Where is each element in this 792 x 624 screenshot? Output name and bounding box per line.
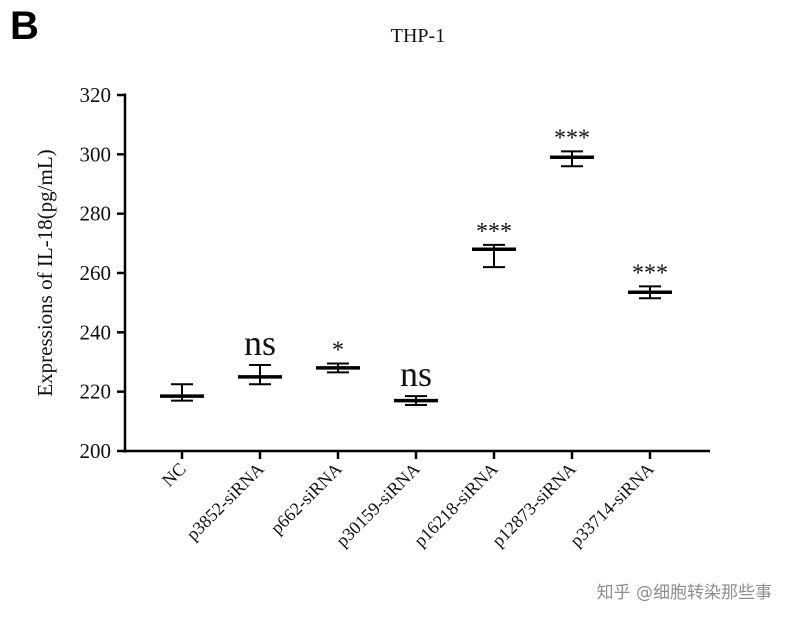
data-point: * <box>316 337 360 374</box>
data-point: *** <box>472 219 516 269</box>
x-tick-label: p662-siRNA <box>267 459 346 538</box>
y-tick-label: 320 <box>80 83 112 107</box>
y-tick-label: 200 <box>80 439 112 463</box>
y-tick-label: 280 <box>80 202 112 226</box>
data-point: ns <box>238 323 282 386</box>
y-tick-label: 240 <box>80 320 112 344</box>
y-tick-label: 300 <box>80 142 112 166</box>
data-point: *** <box>628 260 672 300</box>
data-point: *** <box>550 125 594 168</box>
x-tick-label: p3852-siRNA <box>182 459 268 545</box>
significance-label: *** <box>632 260 668 286</box>
y-axis-label: Expressions of IL-18(pg/mL) <box>33 149 57 396</box>
data-point: ns <box>394 354 438 407</box>
watermark: 知乎 @细胞转染那些事 <box>596 583 772 603</box>
chart-title: THP-1 <box>391 25 445 47</box>
x-tick-label: NC <box>158 459 190 491</box>
panel-label: B <box>10 4 39 48</box>
significance-label: *** <box>554 125 590 151</box>
x-tick-label: p33714-siRNA <box>566 459 658 551</box>
significance-label: * <box>332 337 344 363</box>
significance-label: ns <box>244 323 276 363</box>
significance-label: *** <box>476 219 512 245</box>
significance-label: ns <box>400 354 432 394</box>
y-tick-label: 260 <box>80 261 112 285</box>
y-tick-label: 220 <box>80 380 112 404</box>
data-point <box>160 383 204 402</box>
